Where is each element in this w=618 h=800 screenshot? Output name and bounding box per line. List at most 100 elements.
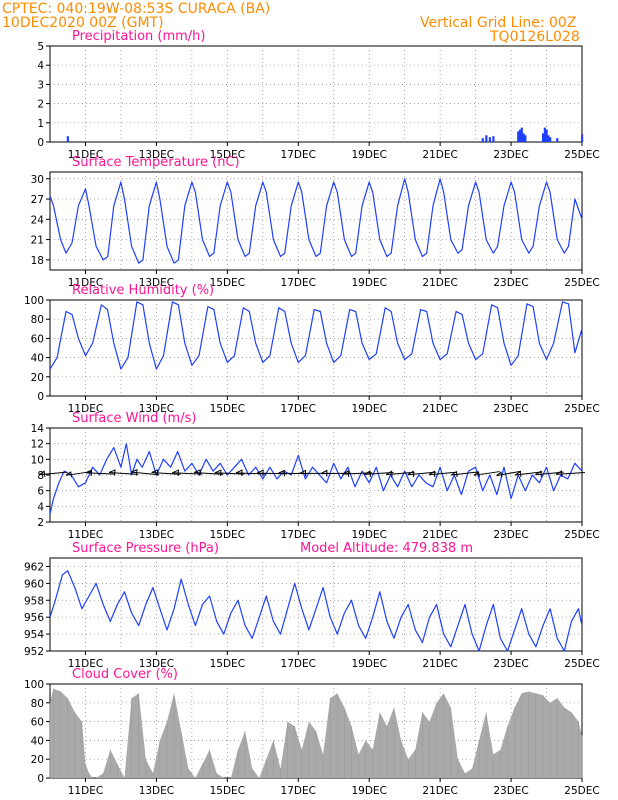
wind-arrow-head	[130, 469, 138, 476]
wind-arrow	[151, 471, 181, 475]
precip-bar	[545, 129, 548, 142]
y-tick-label: 40	[31, 353, 44, 365]
y-tick-label: 960	[24, 578, 44, 590]
wind-arrow-head	[385, 470, 393, 478]
x-tick-label: 21DEC	[422, 277, 457, 289]
x-tick-label: 23DEC	[493, 277, 528, 289]
y-tick-label: 2	[37, 517, 44, 529]
x-tick-label: 13DEC	[139, 785, 174, 797]
y-tick-label: 100	[24, 679, 44, 691]
x-tick-label: 21DEC	[422, 149, 457, 161]
x-tick-label: 11DEC	[68, 149, 103, 161]
x-tick-label: 25DEC	[564, 277, 599, 289]
y-tick-label: 100	[24, 295, 44, 307]
x-tick-label: 19DEC	[351, 529, 386, 541]
wind-arrow-head	[256, 469, 264, 477]
x-tick-label: 11DEC	[68, 529, 103, 541]
x-tick-label: 19DEC	[351, 277, 386, 289]
y-tick-label: 962	[24, 561, 44, 573]
y-tick-label: 5	[37, 41, 44, 53]
x-tick-label: 23DEC	[493, 658, 528, 670]
y-tick-label: 6	[37, 486, 44, 498]
wind-arrow	[451, 471, 479, 476]
x-tick-label: 19DEC	[351, 149, 386, 161]
precip-bar	[517, 131, 520, 142]
y-tick-label: 954	[24, 629, 44, 641]
wind-arrow-head	[473, 471, 480, 478]
x-tick-label: 19DEC	[351, 658, 386, 670]
y-tick-label: 956	[24, 612, 44, 624]
y-tick-label: 4	[37, 60, 44, 72]
wind-arrow	[109, 471, 139, 475]
wind-arrow-head	[342, 470, 350, 477]
panel-title: Cloud Cover (%)	[72, 667, 178, 682]
panel-title: Surface Pressure (hPa)	[72, 541, 219, 556]
x-tick-label: 15DEC	[210, 277, 245, 289]
x-tick-label: 13DEC	[139, 529, 174, 541]
wind-arrow	[235, 472, 266, 475]
panel-title: Surface Temperature (nC)	[72, 155, 240, 170]
x-tick-label: 19DEC	[351, 403, 386, 415]
y-tick-label: 12	[31, 439, 44, 451]
panel-annotation: Model Altitude: 479.838 m	[300, 541, 473, 556]
wind-arrow-head	[407, 470, 415, 478]
header-model-id: TQ0126L028	[490, 29, 580, 45]
y-tick-label: 30	[31, 174, 44, 186]
wind-arrow-head	[193, 469, 201, 476]
x-tick-label: 25DEC	[564, 529, 599, 541]
panel-frame	[49, 557, 583, 652]
x-tick-label: 13DEC	[139, 277, 174, 289]
series-line	[49, 301, 583, 370]
y-tick-label: 0	[37, 773, 44, 785]
precip-bar	[485, 135, 488, 142]
header-datetime: 10DEC2020 00Z (GMT)	[2, 15, 164, 31]
x-tick-label: 11DEC	[68, 785, 103, 797]
precip-bar	[556, 138, 559, 142]
y-tick-label: 20	[31, 754, 44, 766]
wind-arrow-head	[151, 469, 159, 476]
wind-arrow	[38, 471, 68, 476]
wind-arrow	[194, 471, 224, 475]
x-tick-label: 23DEC	[493, 149, 528, 161]
x-tick-label: 21DEC	[422, 403, 457, 415]
precip-bar	[518, 129, 522, 142]
precip-bar	[581, 134, 584, 142]
y-tick-label: 0	[37, 391, 44, 403]
series-line	[49, 443, 583, 515]
wind-arrow-head	[364, 470, 371, 477]
y-tick-label: 952	[24, 646, 44, 658]
y-tick-label: 0	[37, 137, 44, 149]
precip-bar	[549, 137, 552, 142]
y-tick-label: 21	[31, 235, 44, 247]
precip-bar	[543, 127, 546, 142]
wind-arrow	[172, 472, 202, 475]
y-tick-label: 80	[31, 698, 44, 710]
y-tick-label: 24	[31, 214, 45, 226]
wind-arrow	[473, 471, 500, 476]
x-tick-label: 25DEC	[564, 403, 599, 415]
wind-arrow-head	[108, 469, 116, 476]
panel-frame	[49, 299, 583, 397]
wind-arrow	[407, 471, 436, 476]
wind-arrow	[496, 470, 522, 477]
wind-arrow-head	[535, 470, 542, 478]
x-tick-label: 23DEC	[493, 403, 528, 415]
y-tick-label: 8	[37, 470, 44, 482]
y-tick-label: 40	[31, 735, 44, 747]
x-tick-label: 17DEC	[281, 149, 316, 161]
panel-frame	[49, 171, 583, 271]
x-tick-label: 15DEC	[210, 785, 245, 797]
y-tick-label: 20	[31, 372, 44, 384]
wind-arrow-head	[514, 470, 522, 478]
y-tick-label: 2	[37, 99, 44, 111]
precip-bar	[481, 138, 484, 142]
y-tick-label: 958	[24, 595, 44, 607]
y-tick-label: 14	[31, 423, 45, 435]
series-line	[49, 178, 583, 264]
wind-arrow	[515, 471, 543, 476]
wind-arrow-head	[320, 469, 328, 477]
x-tick-label: 19DEC	[351, 785, 386, 797]
x-tick-label: 21DEC	[422, 529, 457, 541]
wind-arrow-head	[555, 470, 563, 477]
